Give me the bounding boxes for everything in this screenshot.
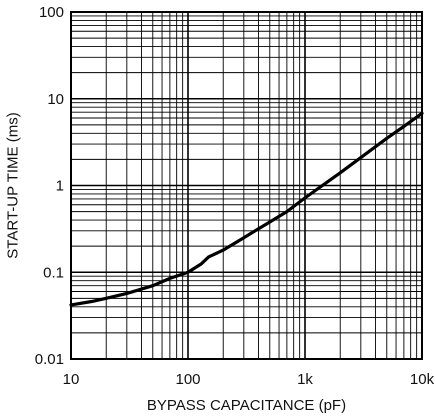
- x-tick-label: 10: [63, 371, 80, 388]
- x-tick-labels: 10 100 1k 10k: [63, 371, 435, 388]
- y-axis-title: START-UP TIME (ms): [5, 112, 22, 258]
- y-tick-label: 1: [56, 178, 64, 195]
- x-tick-label: 100: [175, 371, 200, 388]
- x-axis-title: BYPASS CAPACITANCE (pF): [147, 397, 346, 414]
- plot-frame: [70, 11, 423, 360]
- y-tick-label: 0.01: [35, 351, 64, 368]
- y-tick-label: 100: [39, 4, 64, 21]
- x-tick-label: 1k: [297, 371, 313, 388]
- y-tick-labels: 0.01 0.1 1 10 100: [35, 4, 64, 368]
- series-line: [69, 111, 424, 307]
- y-tick-label: 0.1: [43, 264, 64, 281]
- x-tick-label: 10k: [410, 371, 435, 388]
- y-tick-label: 10: [47, 91, 64, 108]
- major-gridlines: [71, 12, 422, 359]
